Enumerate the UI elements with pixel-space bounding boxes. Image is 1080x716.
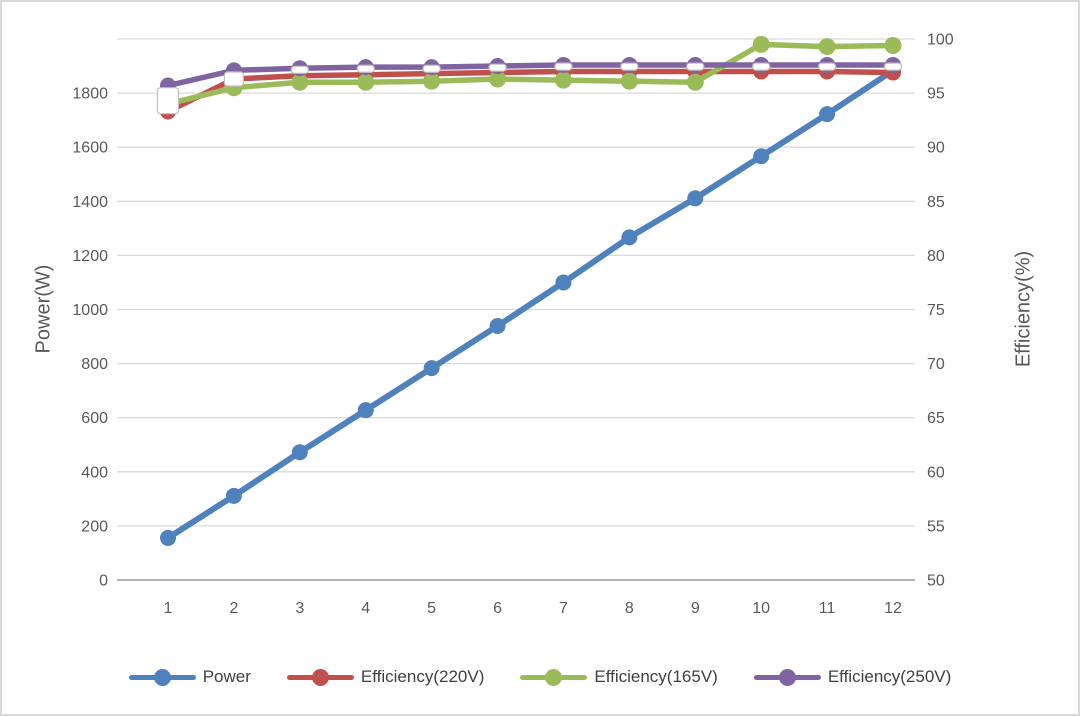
svg-text:1200: 1200	[72, 248, 108, 265]
svg-text:600: 600	[81, 410, 108, 427]
svg-text:100: 100	[927, 32, 954, 49]
svg-text:85: 85	[927, 194, 945, 211]
svg-text:2: 2	[229, 600, 238, 617]
legend-line-circle-marker-icon	[753, 668, 821, 686]
svg-text:800: 800	[81, 356, 108, 373]
svg-text:60: 60	[927, 464, 945, 481]
legend-item-efficiency-220v: Efficiency(220V)	[286, 667, 485, 687]
svg-text:1800: 1800	[72, 86, 108, 103]
svg-text:11: 11	[819, 600, 836, 617]
svg-text:75: 75	[927, 302, 945, 319]
left-axis-title: Power(W)	[32, 264, 55, 354]
svg-text:95: 95	[927, 86, 945, 103]
svg-text:12: 12	[884, 600, 902, 617]
legend-label: Power	[202, 667, 251, 686]
legend-item-efficiency-165v: Efficiency(165V)	[520, 667, 718, 687]
svg-text:55: 55	[927, 518, 945, 535]
svg-text:1400: 1400	[72, 194, 108, 211]
svg-text:1: 1	[164, 600, 173, 617]
legend: Power Efficiency(220V) Efficiency(165V) …	[2, 660, 1078, 694]
svg-text:3: 3	[295, 600, 304, 617]
svg-text:50: 50	[927, 573, 945, 590]
svg-text:4: 4	[361, 600, 370, 617]
svg-text:400: 400	[81, 464, 108, 481]
legend-label: Efficiency(220V)	[360, 667, 485, 686]
svg-text:65: 65	[927, 410, 945, 427]
svg-text:200: 200	[81, 518, 108, 535]
svg-text:10: 10	[752, 600, 770, 617]
legend-line-circle-marker-icon	[520, 668, 588, 686]
svg-text:5: 5	[427, 600, 436, 617]
legend-line-circle-marker-icon	[128, 668, 196, 686]
legend-line-circle-marker-icon	[286, 668, 354, 686]
svg-text:0: 0	[99, 573, 108, 590]
right-axis-title: Efficiency(%)	[1012, 250, 1035, 368]
legend-item-power: Power	[128, 667, 251, 687]
svg-text:70: 70	[927, 356, 945, 373]
svg-text:9: 9	[691, 600, 700, 617]
legend-label: Efficiency(165V)	[594, 667, 718, 686]
svg-text:80: 80	[927, 248, 945, 265]
svg-text:1000: 1000	[72, 302, 108, 319]
svg-text:7: 7	[559, 600, 568, 617]
legend-label: Efficiency(250V)	[827, 667, 952, 686]
legend-item-efficiency-250v: Efficiency(250V)	[753, 667, 952, 687]
svg-text:90: 90	[927, 140, 945, 157]
svg-text:8: 8	[625, 600, 634, 617]
svg-text:6: 6	[493, 600, 502, 617]
svg-text:1600: 1600	[72, 140, 108, 157]
